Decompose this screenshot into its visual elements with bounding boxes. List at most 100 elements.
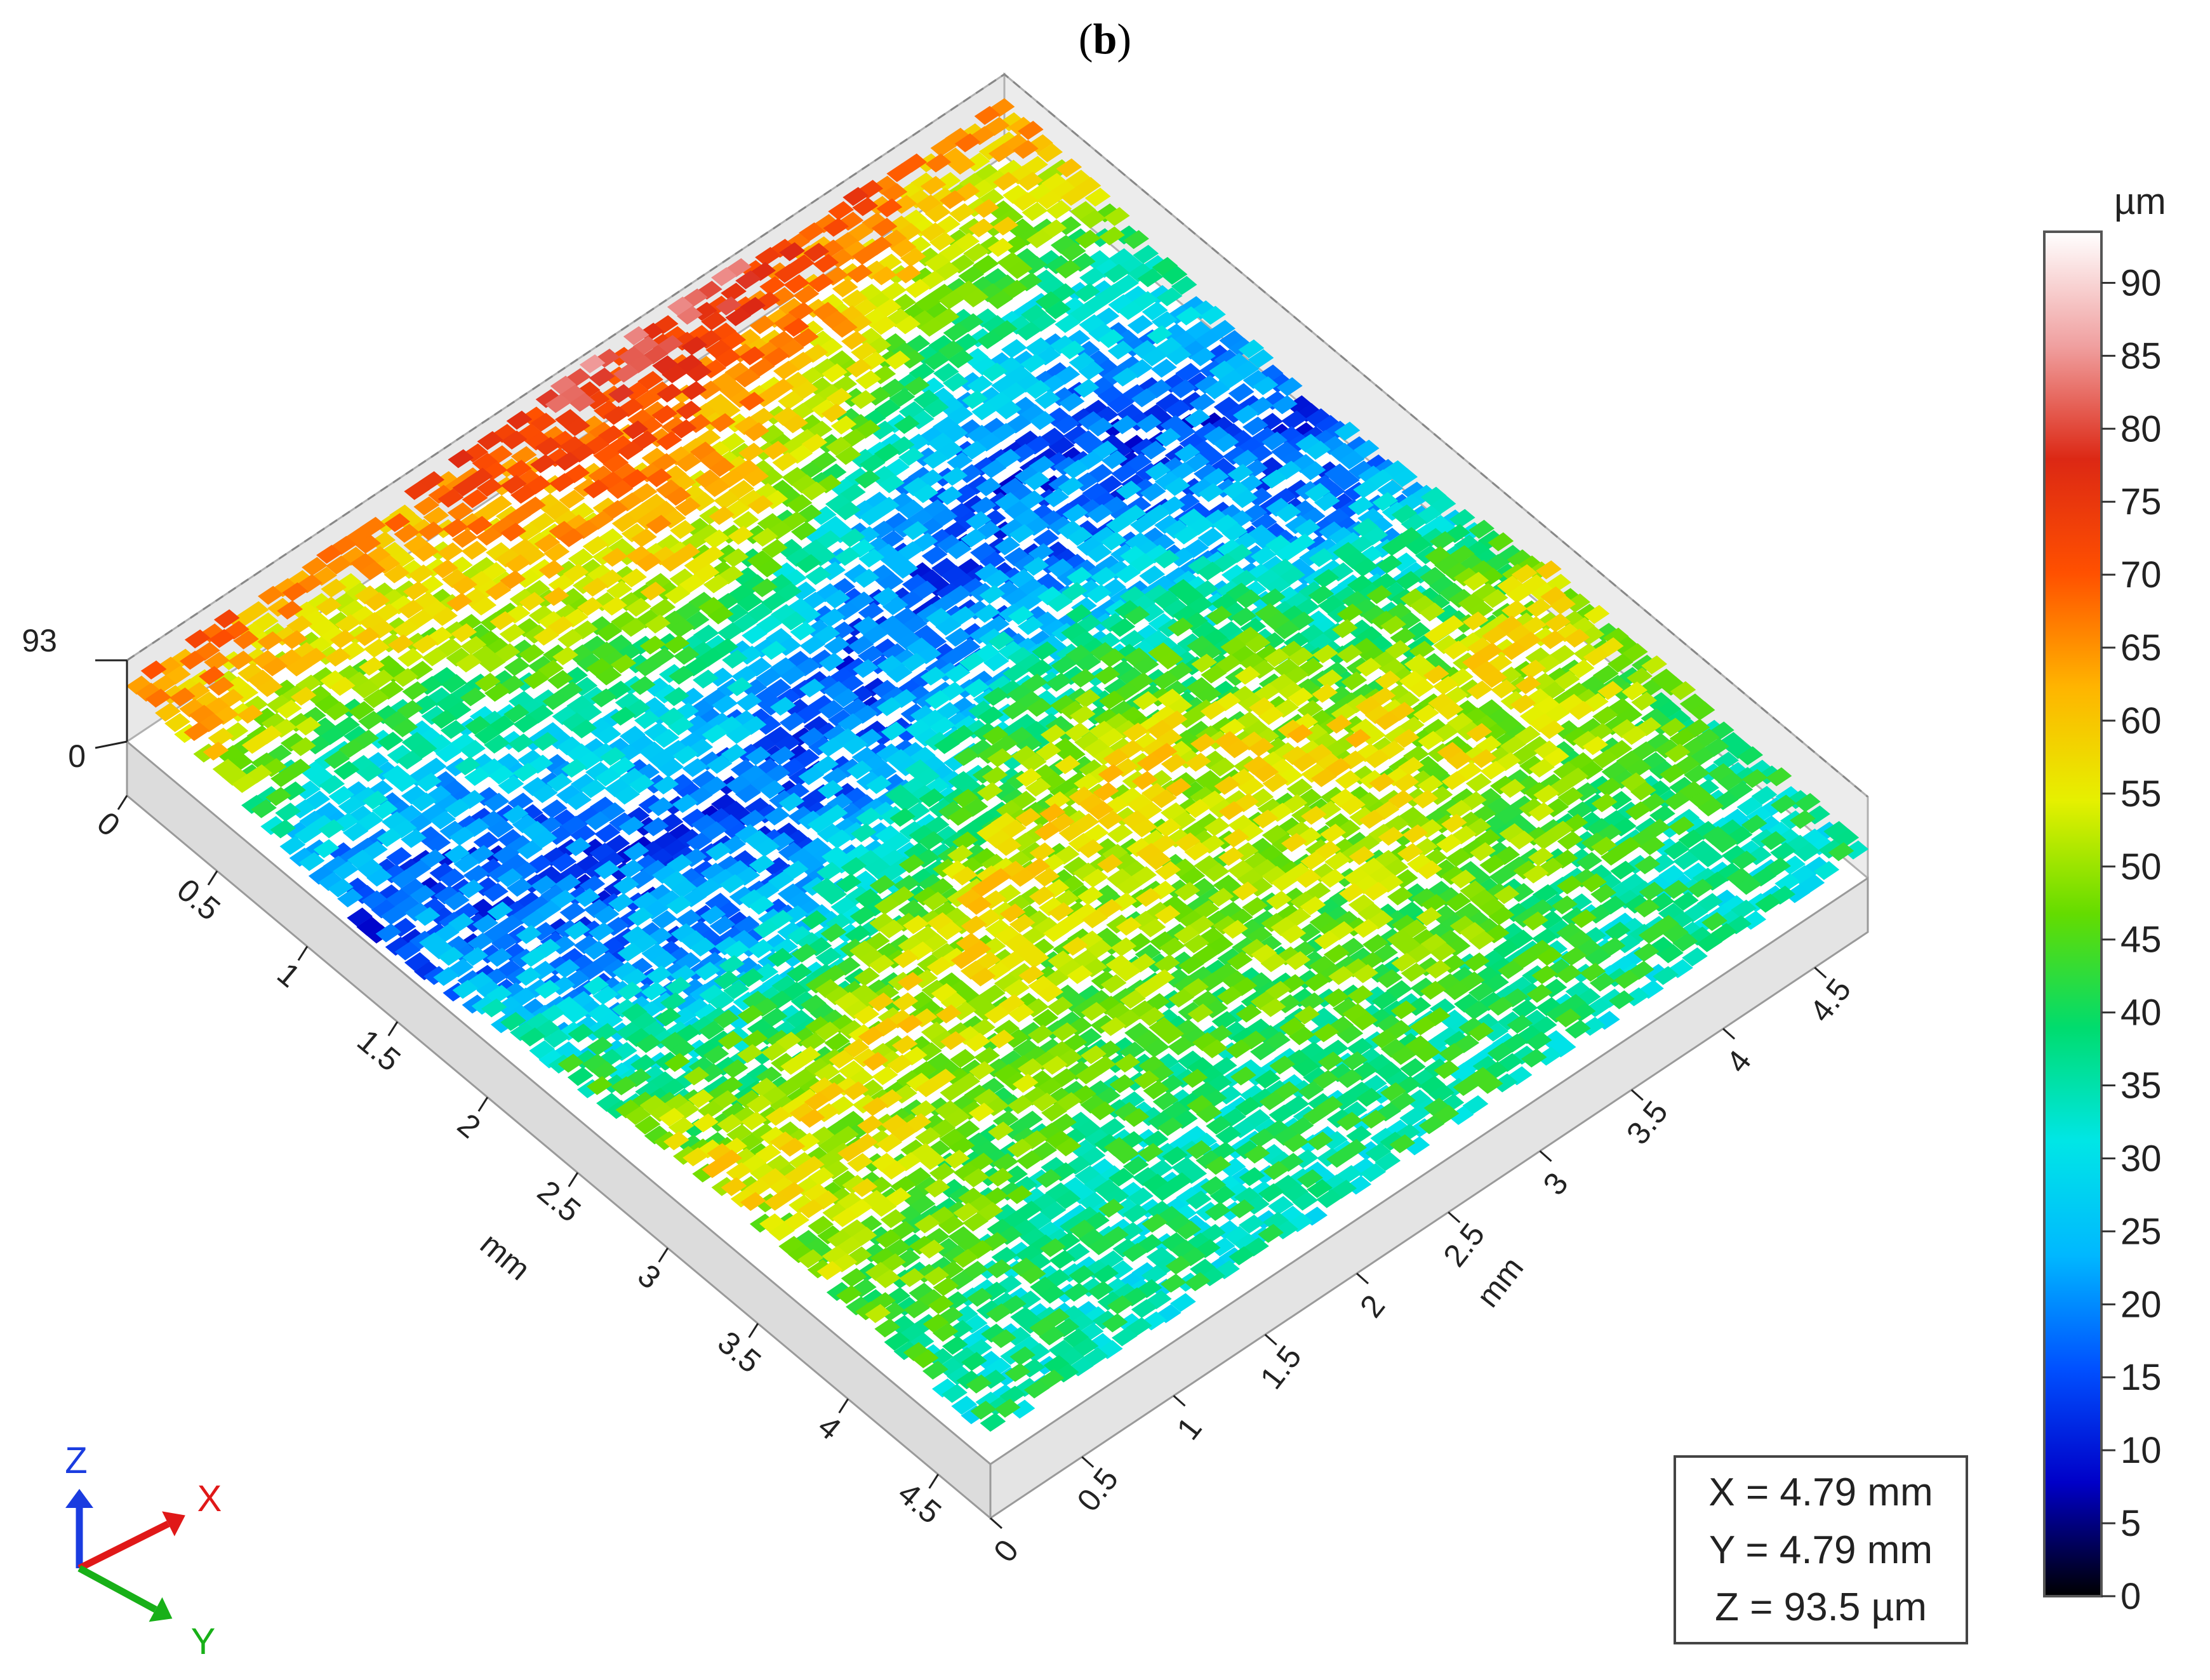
surface-cell: [1417, 775, 1444, 794]
surface-cell: [1521, 1048, 1547, 1068]
surface-cell: [983, 652, 1009, 672]
surface-cell: [1425, 959, 1451, 979]
surface-cell: [822, 363, 848, 383]
surface-cell: [1288, 647, 1314, 667]
surface-cell: [1107, 394, 1133, 413]
surface-cell: [1320, 823, 1346, 843]
surface-cell: [1381, 537, 1408, 556]
surface-cell: [739, 346, 766, 366]
surface-cell: [973, 199, 999, 218]
surface-cell: [1129, 514, 1156, 534]
surface-cell: [1046, 593, 1073, 612]
surface-cell: [1468, 930, 1495, 950]
surface-cell: [1522, 911, 1548, 931]
surface-cell: [1463, 571, 1489, 591]
surface-cell: [1136, 413, 1162, 433]
surface-cell: [949, 203, 975, 223]
surface-cell: [1468, 982, 1494, 1002]
surface-cell: [899, 349, 926, 369]
surface-cell: [1136, 752, 1163, 772]
surface-cell: [1540, 630, 1566, 650]
surface-cell: [1660, 717, 1686, 737]
surface-cell: [942, 467, 968, 486]
surface-cell: [1669, 728, 1696, 747]
surface-cell: [1537, 910, 1563, 930]
surface-cell: [1017, 616, 1044, 636]
surface-cell: [1029, 411, 1056, 430]
surface-cell: [947, 452, 973, 471]
surface-cell: [1053, 415, 1080, 434]
surface-cell: [1230, 607, 1256, 627]
surface-cell: [1649, 853, 1675, 873]
surface-cell: [1449, 509, 1475, 528]
surface-cell: [1653, 966, 1679, 985]
surface-cell: [1446, 750, 1473, 770]
surface-cell: [1583, 646, 1609, 666]
surface-cell: [1008, 606, 1034, 625]
surface-cell: [1264, 611, 1291, 631]
surface-cell: [1532, 884, 1559, 903]
surface-cell: [652, 355, 678, 375]
surface-cell: [1218, 370, 1245, 389]
surface-cell: [1103, 263, 1129, 283]
surface-cell: [1425, 546, 1451, 566]
surface-cell: [1670, 681, 1696, 700]
surface-cell: [1026, 698, 1053, 717]
surface-cell: [1200, 700, 1227, 720]
surface-cell: [1376, 554, 1402, 574]
surface-cell: [1621, 681, 1648, 701]
surface-cell: [1540, 586, 1566, 606]
surface-cell: [1672, 891, 1699, 911]
surface-cell: [1482, 625, 1508, 645]
surface-cell: [1066, 566, 1093, 586]
surface-cell: [1601, 846, 1627, 866]
surface-cell: [1353, 479, 1379, 498]
surface-cell: [913, 389, 940, 409]
surface-cell: [993, 171, 1019, 191]
surface-cell: [933, 363, 959, 382]
surface-cell: [1359, 810, 1385, 829]
surface-cell: [890, 238, 917, 258]
surface-cell: [1161, 753, 1187, 773]
surface-cell: [1487, 1043, 1514, 1062]
surface-cell: [1288, 687, 1314, 707]
surface-cell: [1161, 265, 1188, 285]
surface-cell: [1035, 291, 1062, 310]
surface-cell: [1197, 527, 1224, 547]
surface-cell: [1526, 983, 1553, 1003]
surface-cell: [1152, 670, 1178, 690]
surface-cell: [1385, 640, 1411, 660]
surface-cell: [1060, 187, 1087, 206]
surface-cell: [1536, 947, 1563, 966]
surface-cell: [1583, 604, 1610, 624]
surface-cell: [1512, 999, 1538, 1018]
surface-cell: [1281, 410, 1307, 430]
surface-cell: [1470, 842, 1496, 862]
surface-cell: [889, 388, 915, 408]
surface-cell: [1334, 422, 1361, 441]
surface-cell: [1084, 187, 1111, 207]
surface-cell: [1099, 226, 1125, 246]
surface-cell: [1312, 644, 1338, 663]
surface-cell: [799, 222, 825, 242]
surface-cell: [681, 381, 707, 401]
surface-cell: [1543, 747, 1569, 767]
surface-cell: [1324, 851, 1351, 871]
surface-cell: [1157, 650, 1183, 670]
bounding-box-walls: [126, 72, 1869, 1521]
surface-cell: [1488, 906, 1515, 926]
surface-cell: [758, 424, 784, 444]
surface-cell: [803, 243, 830, 262]
surface-cell: [788, 302, 815, 321]
surface-cell: [783, 274, 810, 294]
surface-cell: [1142, 301, 1168, 321]
surface-cell: [962, 288, 989, 308]
surface-cell: [1088, 377, 1114, 396]
surface-cell: [1528, 802, 1555, 822]
surface-cell: [1244, 634, 1271, 653]
top-edge-dashed: [126, 73, 1868, 798]
surface-cell: [869, 420, 896, 440]
surface-cell: [1466, 723, 1493, 742]
surface-cell: [1482, 1022, 1509, 1042]
surface-cell: [1394, 728, 1420, 748]
